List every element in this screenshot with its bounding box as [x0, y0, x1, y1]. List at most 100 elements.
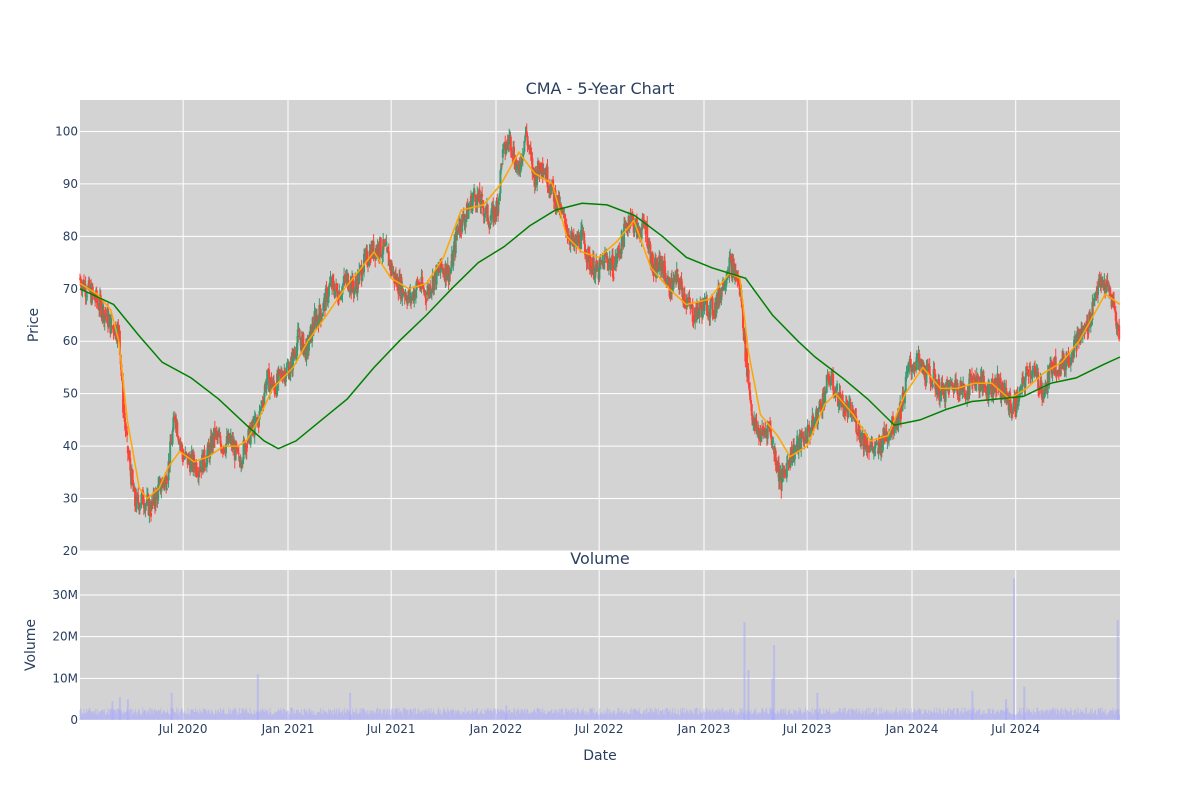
volume-bar — [983, 710, 985, 720]
candle-up — [430, 289, 433, 293]
x-tick-label: Jul 2022 — [574, 722, 624, 736]
candle-up — [925, 365, 928, 383]
candle-down — [755, 420, 758, 432]
candle-down — [531, 157, 534, 174]
volume-bar — [148, 707, 150, 720]
volume-bar — [719, 711, 721, 720]
volume-bar — [233, 708, 235, 720]
volume-bar — [417, 709, 419, 720]
volume-bar — [631, 713, 633, 720]
volume-bar — [115, 712, 117, 720]
volume-bar — [106, 711, 108, 720]
volume-bar — [244, 709, 246, 720]
volume-bar — [247, 712, 249, 720]
volume-bar — [703, 709, 705, 720]
candle-up — [381, 254, 384, 257]
volume-bar — [739, 708, 741, 720]
volume-bar — [981, 710, 983, 720]
candle-up — [266, 369, 269, 378]
candle-down — [343, 275, 346, 279]
volume-bar — [965, 708, 967, 720]
volume-bar — [670, 714, 672, 720]
volume-bar — [624, 712, 626, 720]
volume-bar — [103, 712, 105, 720]
candle-down — [680, 278, 683, 286]
volume-bar — [656, 709, 658, 720]
volume-bar — [729, 710, 731, 720]
volume-bar — [243, 712, 245, 720]
candle-down — [445, 263, 448, 281]
volume-bar — [1100, 712, 1102, 720]
candle-down — [237, 453, 240, 455]
volume-bar — [638, 711, 640, 720]
candle-down — [722, 279, 725, 289]
candle-up — [978, 386, 981, 391]
volume-bar — [967, 710, 969, 720]
volume-bar — [648, 712, 650, 720]
volume-bar — [930, 711, 932, 720]
volume-bar — [277, 708, 279, 720]
volume-bar — [129, 709, 131, 720]
volume-bar — [416, 713, 418, 720]
volume-bar — [450, 710, 452, 720]
volume-bar — [862, 708, 864, 720]
candle-up — [498, 193, 501, 199]
volume-bar — [391, 708, 393, 720]
volume-bar — [362, 708, 364, 720]
volume-bar — [312, 711, 314, 720]
volume-bar — [191, 709, 193, 720]
volume-bar — [985, 713, 987, 720]
volume-bar — [474, 710, 476, 720]
candle-down — [918, 353, 921, 365]
volume-bar — [333, 714, 335, 720]
volume-bar — [414, 708, 416, 720]
candle-down — [648, 243, 651, 245]
volume-bar — [338, 707, 340, 720]
volume-bar — [97, 714, 99, 720]
candle-down — [402, 288, 405, 295]
volume-bar — [987, 709, 989, 720]
candle-down — [1022, 377, 1025, 379]
volume-bar — [292, 714, 294, 720]
volume-bar — [659, 710, 661, 720]
candle-up — [500, 163, 503, 171]
candle-down — [969, 373, 972, 378]
volume-bar — [414, 714, 416, 720]
volume-bar — [1107, 712, 1109, 720]
candle-up — [495, 200, 498, 217]
volume-bar — [306, 712, 308, 720]
candle-down — [1057, 372, 1060, 374]
volume-bar — [578, 711, 580, 720]
price-y-tick-label: 90 — [63, 177, 78, 191]
volume-bar — [738, 712, 740, 720]
volume-bar — [132, 709, 134, 720]
candle-up — [647, 243, 650, 249]
volume-bar — [875, 713, 877, 720]
volume-bar — [953, 708, 955, 720]
volume-bar — [998, 711, 1000, 720]
volume-bar — [830, 714, 832, 720]
candle-up — [295, 356, 298, 358]
volume-bar — [481, 713, 483, 720]
candle-up — [678, 284, 681, 290]
volume-bar — [307, 713, 309, 720]
volume-bar — [900, 710, 902, 720]
volume-bar — [611, 711, 613, 720]
volume-bar — [695, 709, 697, 720]
candle-up — [289, 362, 292, 374]
candle-up — [939, 399, 942, 401]
volume-bar — [470, 713, 472, 720]
volume-bar — [843, 711, 845, 720]
volume-bar — [235, 709, 237, 720]
volume-bar — [964, 712, 966, 720]
candle-down — [1026, 369, 1029, 376]
volume-bar — [384, 708, 386, 720]
volume-bar — [640, 713, 642, 720]
candle-down — [504, 141, 507, 155]
candle-up — [234, 442, 237, 461]
volume-bar — [776, 710, 778, 720]
volume-bar — [159, 710, 161, 720]
volume-bar — [1083, 713, 1085, 720]
volume-bar — [436, 713, 438, 720]
volume-bar — [674, 708, 676, 720]
